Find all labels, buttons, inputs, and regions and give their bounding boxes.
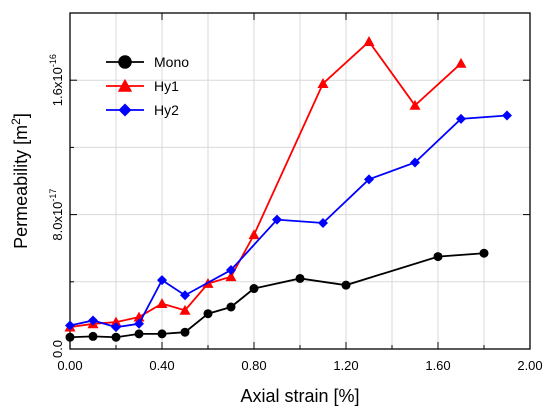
data-point-hy1 bbox=[455, 57, 467, 68]
x-tick-label: 0.00 bbox=[57, 358, 82, 373]
data-point-mono bbox=[226, 302, 236, 312]
data-point-mono bbox=[180, 327, 190, 337]
legend: Mono Hy1 Hy2 bbox=[106, 54, 189, 118]
legend-item-hy2: Hy2 bbox=[106, 102, 179, 118]
legend-label-hy1: Hy1 bbox=[154, 78, 179, 94]
y-axis-title-main: Permeability [m bbox=[11, 125, 31, 249]
legend-item-mono: Mono bbox=[106, 54, 189, 70]
data-point-mono bbox=[295, 273, 305, 283]
data-point-mono bbox=[203, 309, 213, 319]
legend-item-hy1: Hy1 bbox=[106, 78, 179, 94]
y-axis-title-end: ] bbox=[11, 113, 31, 118]
y-tick-label-mantissa: 0.0 bbox=[50, 340, 65, 358]
data-point-hy1 bbox=[248, 229, 260, 240]
data-point-hy2 bbox=[65, 320, 75, 331]
data-point-hy1 bbox=[110, 316, 122, 327]
x-tick-label: 1.20 bbox=[333, 358, 358, 373]
data-point-hy2 bbox=[318, 218, 328, 228]
legend-marker-hy1 bbox=[117, 78, 133, 92]
data-point-hy1 bbox=[317, 78, 329, 88]
y-tick-label-exponent: -16 bbox=[48, 54, 58, 67]
data-point-hy1 bbox=[225, 271, 237, 282]
data-point-hy2 bbox=[134, 318, 144, 329]
data-point-hy2 bbox=[226, 265, 236, 276]
x-tick-label: 0.40 bbox=[149, 358, 174, 373]
data-point-hy1 bbox=[363, 36, 375, 46]
x-axis-title: Axial strain [%] bbox=[240, 386, 359, 406]
data-point-mono bbox=[341, 280, 351, 290]
series-hy2 bbox=[65, 110, 512, 333]
grid bbox=[70, 13, 530, 349]
data-point-hy2 bbox=[456, 113, 466, 124]
data-point-mono bbox=[249, 284, 259, 294]
data-point-hy2 bbox=[272, 214, 282, 225]
legend-label-mono: Mono bbox=[154, 54, 189, 70]
x-tick-label: 0.80 bbox=[241, 358, 266, 373]
data-point-hy1 bbox=[409, 99, 421, 110]
data-point-hy2 bbox=[180, 290, 190, 301]
x-tick-label: 2.00 bbox=[517, 358, 542, 373]
legend-label-hy2: Hy2 bbox=[154, 102, 179, 118]
y-tick-label: 0.0 bbox=[50, 340, 65, 358]
data-point-hy1 bbox=[179, 304, 191, 315]
data-point-mono bbox=[134, 329, 144, 339]
data-point-mono bbox=[479, 248, 489, 258]
data-point-hy2 bbox=[157, 275, 167, 286]
data-point-hy2 bbox=[502, 110, 512, 121]
y-tick-label: 1.6x10-16 bbox=[48, 54, 65, 106]
data-point-mono bbox=[88, 331, 98, 341]
axis-ticks: 0.00 0.40 0.80 1.20 1.60 2.00 0.0 8.0x10-17 1.6x… bbox=[48, 13, 543, 373]
series-mono bbox=[65, 248, 489, 342]
data-point-hy2 bbox=[111, 322, 121, 333]
legend-marker-mono bbox=[118, 55, 132, 69]
data-series bbox=[64, 36, 512, 342]
y-tick-label-exponent: -17 bbox=[48, 189, 58, 202]
y-axis-title: Permeability [m2] bbox=[9, 113, 31, 249]
legend-marker-hy2 bbox=[118, 103, 132, 117]
series-line-hy1 bbox=[69, 40, 462, 329]
data-point-mono bbox=[433, 252, 443, 262]
data-point-hy1 bbox=[156, 298, 168, 309]
data-point-mono bbox=[157, 329, 167, 339]
data-point-mono bbox=[111, 332, 121, 342]
y-axis-title-superscript: 2 bbox=[9, 118, 23, 125]
y-tick-label: 8.0x10-17 bbox=[48, 189, 65, 241]
data-point-hy2 bbox=[364, 174, 374, 185]
data-point-mono bbox=[65, 332, 75, 342]
data-point-hy2 bbox=[88, 315, 98, 326]
data-point-hy2 bbox=[410, 157, 420, 168]
y-tick-label-mantissa: 1.6x10 bbox=[50, 67, 65, 106]
y-tick-label-mantissa: 8.0x10 bbox=[50, 202, 65, 241]
x-tick-label: 1.60 bbox=[425, 358, 450, 373]
